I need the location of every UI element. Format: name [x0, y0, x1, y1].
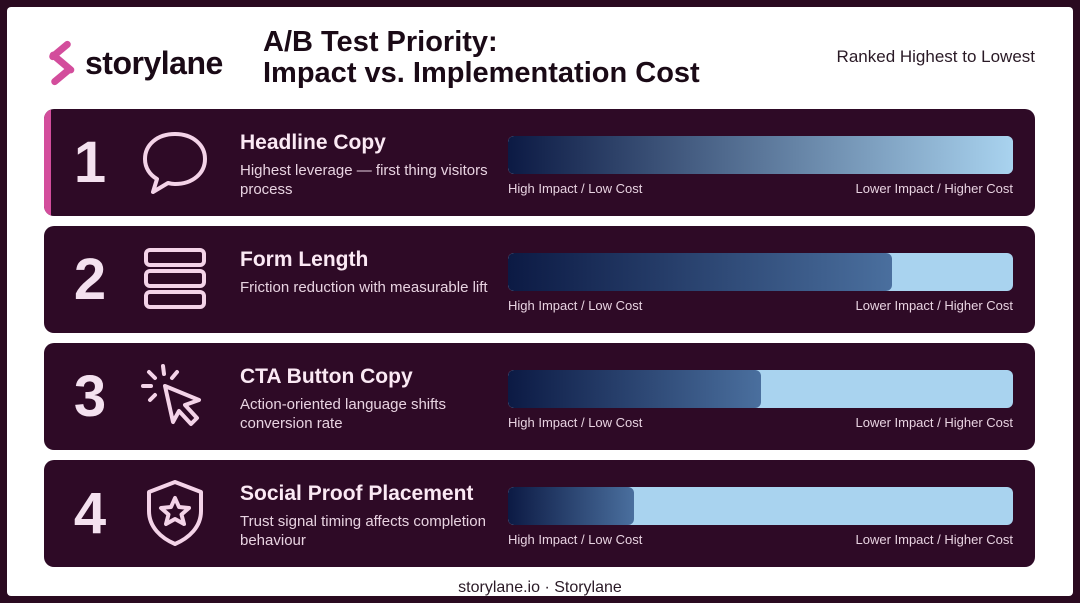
priority-row-1: 1 Headline Copy Highest leverage — first… [44, 109, 1035, 216]
impact-bar-fill [508, 253, 892, 291]
impact-bar-fill [508, 370, 761, 408]
rank-number: 1 [73, 130, 107, 195]
item-description: Action-oriented language shifts conversi… [240, 396, 446, 432]
priority-row-3: 3 CTA Button Copy Action-oriented langua… [44, 343, 1035, 450]
item-title: CTA Button Copy [240, 365, 413, 388]
item-description: Friction reduction with measurable lift [240, 279, 488, 296]
priority-row-2: 2 Form Length Friction reduction with me… [44, 226, 1035, 333]
item-title: Headline Copy [240, 131, 386, 154]
impact-bar-fill [508, 136, 1013, 174]
bar-left-label: High Impact / Low Cost [508, 415, 643, 430]
bar-left-label: High Impact / Low Cost [508, 181, 643, 196]
title-line-1: A/B Test Priority: [263, 26, 498, 58]
item-title: Social Proof Placement [240, 482, 474, 505]
title-line-2: Impact vs. Implementation Cost [263, 57, 700, 89]
bar-right-label: Lower Impact / Higher Cost [855, 532, 1013, 547]
bar-right-label: Lower Impact / Higher Cost [855, 298, 1013, 313]
bar-right-label: Lower Impact / Higher Cost [855, 415, 1013, 430]
rank-number: 4 [73, 481, 107, 546]
infographic-card: storylane A/B Test Priority: Impact vs. … [7, 7, 1073, 596]
item-description: Trust signal timing affects completion b… [240, 513, 486, 549]
bar-left-label: High Impact / Low Cost [508, 532, 643, 547]
logo-text: storylane [85, 44, 223, 81]
rank-number: 2 [73, 247, 107, 312]
storylane-logo-icon [49, 40, 75, 86]
rank-number: 3 [73, 364, 107, 429]
impact-bar [508, 370, 1013, 408]
item-description: Highest leverage — first thing visitors … [240, 162, 488, 198]
impact-bar [508, 253, 1013, 291]
cursor-click-icon [139, 360, 211, 432]
form-fields-icon [139, 243, 211, 315]
page-title: A/B Test Priority: Impact vs. Implementa… [263, 27, 803, 89]
page-subtitle: Ranked Highest to Lowest [836, 47, 1035, 66]
priority-row-4: 4 Social Proof Placement Trust signal ti… [44, 460, 1035, 567]
item-title: Form Length [240, 248, 369, 271]
impact-bar [508, 487, 1013, 525]
impact-bar-fill [508, 487, 635, 525]
bar-right-label: Lower Impact / Higher Cost [855, 181, 1013, 196]
shield-star-icon [139, 477, 211, 549]
impact-bar [508, 136, 1013, 174]
storylane-logo: storylane [45, 35, 223, 91]
speech-bubble-icon [139, 126, 211, 198]
bar-left-label: High Impact / Low Cost [508, 298, 643, 313]
footer-text: storylane.io · Storylane [458, 579, 622, 596]
